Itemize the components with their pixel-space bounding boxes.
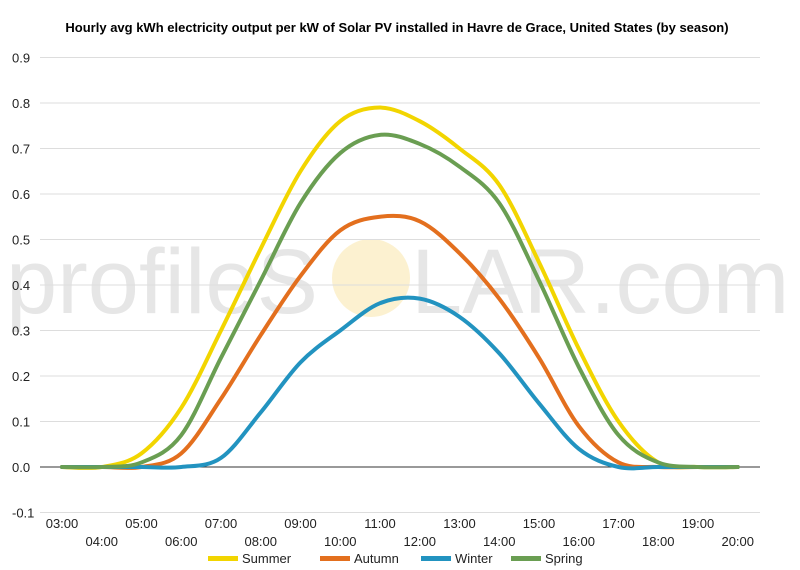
legend-item-spring[interactable]: Spring bbox=[511, 551, 583, 566]
legend-item-autumn[interactable]: Autumn bbox=[320, 551, 399, 566]
x-tick-label: 15:00 bbox=[523, 516, 556, 531]
x-tick-label: 19:00 bbox=[682, 516, 715, 531]
series-lines bbox=[60, 105, 740, 471]
watermark-text-left: profileS bbox=[6, 231, 318, 333]
y-tick-label: 0.7 bbox=[12, 142, 30, 157]
legend-item-winter[interactable]: Winter bbox=[421, 551, 493, 566]
y-tick-label: 0.1 bbox=[12, 415, 30, 430]
y-tick-label: -0.1 bbox=[12, 506, 34, 521]
x-tick-label: 11:00 bbox=[364, 516, 396, 531]
legend-swatch bbox=[320, 556, 350, 561]
x-tick-label: 04:00 bbox=[85, 534, 118, 549]
y-tick-label: 0.9 bbox=[12, 51, 30, 66]
legend-swatch bbox=[511, 556, 541, 561]
y-axis: 0.9 0.8 0.7 0.6 0.5 0.4 0.3 0.2 0.1 0.0 -0.1 bbox=[12, 51, 34, 521]
x-tick-label: 05:00 bbox=[125, 516, 158, 531]
x-tick-label: 16:00 bbox=[562, 534, 595, 549]
x-tick-label: 12:00 bbox=[403, 534, 436, 549]
grid bbox=[40, 57, 760, 513]
series-line-summer bbox=[60, 105, 740, 470]
legend-label: Autumn bbox=[354, 551, 399, 566]
x-tick-label: 13:00 bbox=[443, 516, 476, 531]
x-tick-label: 03:00 bbox=[46, 516, 79, 531]
x-tick-label: 14:00 bbox=[483, 534, 516, 549]
y-tick-label: 0.2 bbox=[12, 369, 30, 384]
y-tick-label: 0.5 bbox=[12, 233, 30, 248]
watermark-text-right: LAR.com bbox=[411, 231, 789, 333]
x-axis: 03:00 04:00 05:00 06:00 07:00 08:00 09:00 10:00… bbox=[46, 516, 754, 549]
x-tick-label: 09:00 bbox=[284, 516, 317, 531]
legend-swatch bbox=[208, 556, 238, 561]
x-tick-label: 17:00 bbox=[602, 516, 635, 531]
legend-label: Spring bbox=[545, 551, 583, 566]
series-line-autumn bbox=[60, 213, 740, 470]
watermark: profileS LAR.com bbox=[6, 231, 789, 333]
y-tick-label: 0.0 bbox=[12, 460, 30, 475]
legend[interactable]: Summer Autumn Winter Spring bbox=[208, 551, 583, 566]
legend-label: Winter bbox=[455, 551, 493, 566]
x-tick-label: 06:00 bbox=[165, 534, 198, 549]
y-tick-label: 0.4 bbox=[12, 278, 30, 293]
x-tick-label: 18:00 bbox=[642, 534, 675, 549]
y-tick-label: 0.6 bbox=[12, 187, 30, 202]
y-tick-label: 0.8 bbox=[12, 96, 30, 111]
legend-item-summer[interactable]: Summer bbox=[208, 551, 292, 566]
x-tick-label: 10:00 bbox=[324, 534, 357, 549]
series-line-spring bbox=[60, 132, 740, 470]
chart-title: Hourly avg kWh electricity output per kW… bbox=[65, 20, 728, 35]
legend-swatch bbox=[421, 556, 451, 561]
x-tick-label: 07:00 bbox=[205, 516, 238, 531]
x-tick-label: 08:00 bbox=[244, 534, 277, 549]
y-tick-label: 0.3 bbox=[12, 324, 30, 339]
legend-label: Summer bbox=[242, 551, 292, 566]
series-line-winter bbox=[60, 295, 740, 471]
x-tick-label: 20:00 bbox=[721, 534, 754, 549]
watermark-sun-icon bbox=[332, 239, 410, 317]
